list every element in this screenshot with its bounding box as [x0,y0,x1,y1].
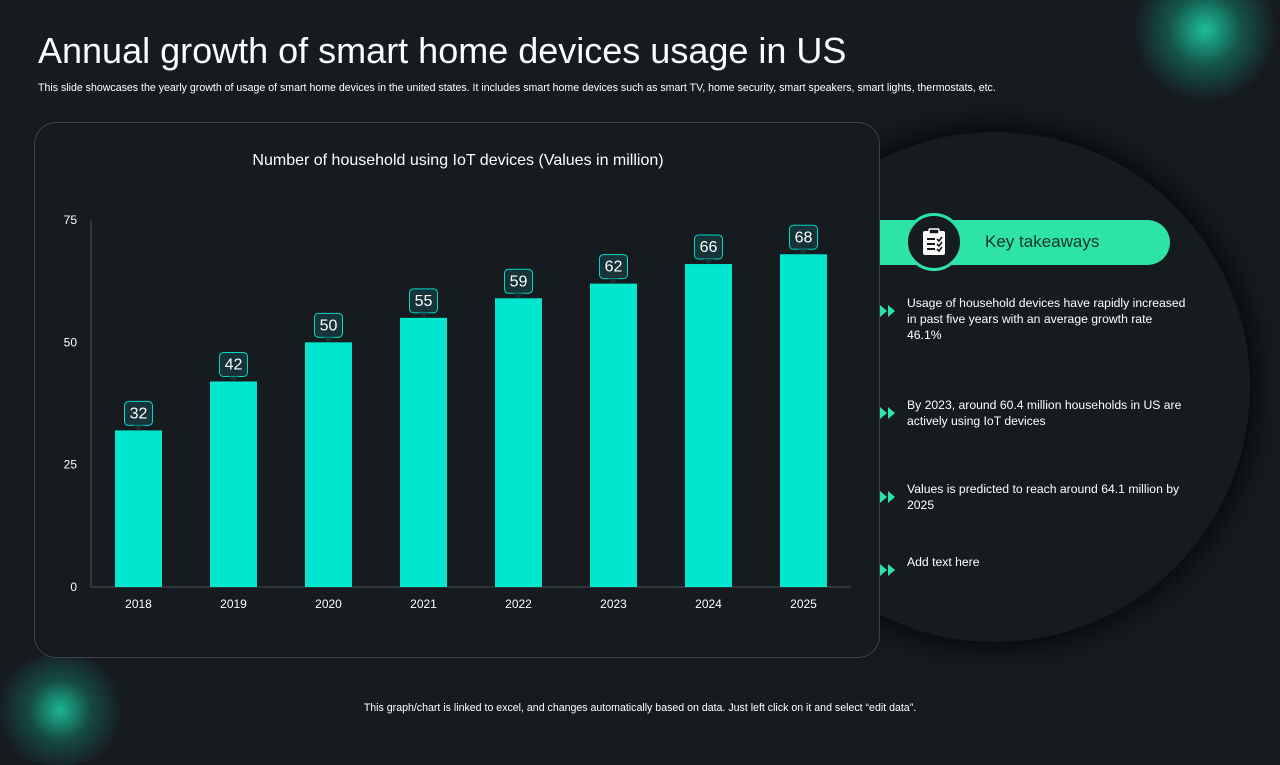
data-label-pointer [323,337,334,343]
data-label: 62 [605,259,623,276]
data-label: 42 [225,356,243,373]
data-label-pointer [798,249,809,255]
double-chevron-icon [880,491,895,503]
x-tick-label: 2023 [600,597,627,611]
takeaway-text: Usage of household devices have rapidly … [907,296,1186,342]
bar-2025[interactable] [780,254,827,587]
data-label-pointer [608,278,619,284]
double-chevron-icon [880,564,895,576]
double-chevron-icon [880,305,895,317]
y-tick-label: 50 [64,335,78,349]
data-label-pointer [418,312,429,318]
data-label-pointer [703,259,714,265]
data-label-bubble [219,351,248,377]
x-tick-label: 2024 [695,597,722,611]
data-label-bubble [314,312,343,338]
data-label: 55 [415,293,433,310]
chart-panel[interactable]: Number of household using IoT devices (V… [34,122,880,658]
bar-2022[interactable] [495,298,542,587]
x-tick-label: 2019 [220,597,247,611]
data-label-bubble [789,224,818,250]
x-tick-label: 2022 [505,597,532,611]
data-label: 59 [510,273,528,290]
takeaway-text: Add text here [907,555,980,569]
page-subtitle: This slide showcases the yearly growth o… [38,82,996,94]
bar-chart[interactable]: Number of household using IoT devices (V… [35,123,881,659]
bar-2023[interactable] [590,283,637,587]
data-label-pointer [513,293,524,299]
data-label: 32 [130,405,148,422]
takeaway-text: By 2023, around 60.4 million households … [907,398,1182,428]
y-tick-label: 0 [70,580,77,594]
x-tick-label: 2021 [410,597,437,611]
bar-2024[interactable] [685,264,732,587]
checklist-icon [923,228,945,255]
data-label: 68 [795,229,813,246]
bar-2021[interactable] [400,317,447,587]
key-takeaways-title: Key takeaways [985,232,1100,251]
chart-title: Number of household using IoT devices (V… [252,152,663,169]
data-label: 66 [700,239,718,256]
corner-glow-top-right [1130,0,1280,100]
page-title: Annual growth of smart home devices usag… [38,30,847,71]
y-tick-label: 25 [64,458,78,472]
y-tick-label: 75 [64,213,78,227]
x-tick-label: 2018 [125,597,152,611]
double-chevron-icon [880,407,895,419]
bar-2018[interactable] [115,430,162,587]
data-label-pointer [133,425,144,431]
x-tick-label: 2020 [315,597,342,611]
takeaway-text: Values is predicted to reach around 64.1… [907,482,1180,512]
data-label-pointer [228,376,239,382]
bar-2020[interactable] [305,342,352,587]
data-label: 50 [320,317,338,334]
bar-2019[interactable] [210,381,257,587]
x-tick-label: 2025 [790,597,817,611]
footer-note: This graph/chart is linked to excel, and… [363,702,917,714]
checklist-icon-ring [905,213,963,271]
